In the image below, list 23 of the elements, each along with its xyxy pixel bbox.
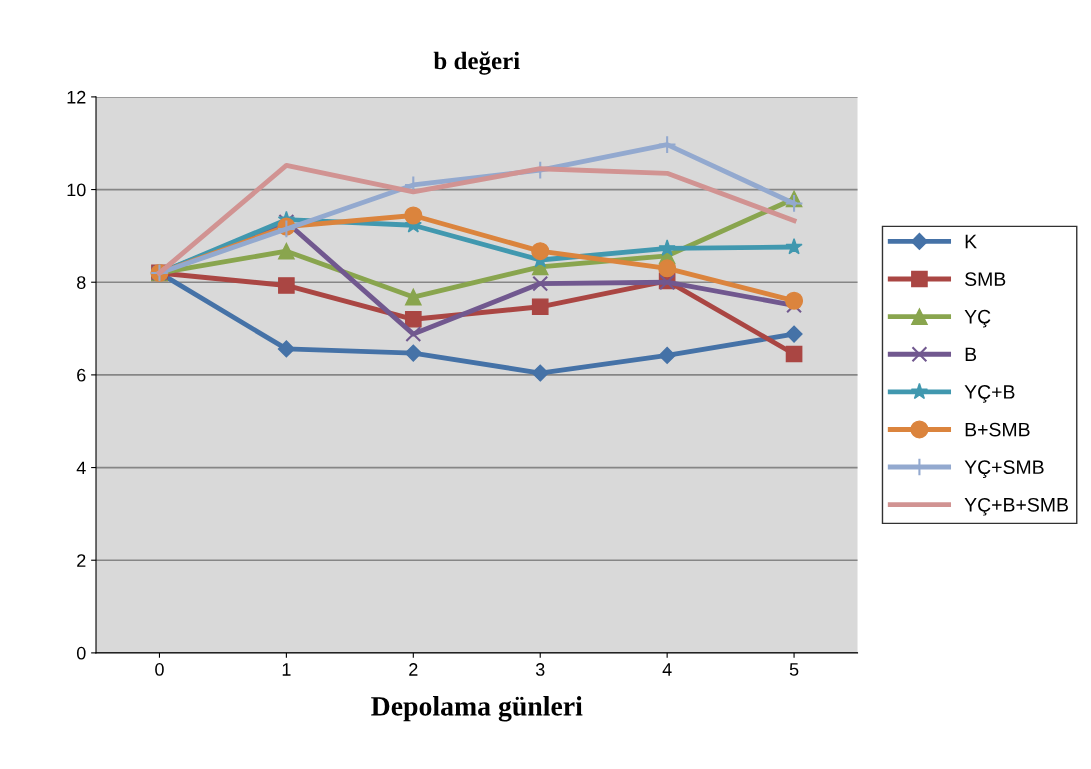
x-tick-label: 0 bbox=[155, 663, 164, 676]
y-tick-label: 2 bbox=[77, 554, 86, 567]
x-tick-label: 2 bbox=[409, 663, 418, 676]
legend-label: YÇ+SMB bbox=[964, 460, 1044, 478]
y-tick-label: 8 bbox=[77, 276, 86, 289]
chart-title: b değeri bbox=[433, 51, 520, 75]
x-axis-title: Depolama günleri bbox=[371, 696, 583, 722]
y-tick-label: 6 bbox=[77, 368, 86, 382]
y-tick-label: 10 bbox=[67, 183, 86, 197]
x-tick-label: 1 bbox=[282, 663, 291, 676]
x-tick-label: 5 bbox=[789, 663, 799, 676]
legend-label: YÇ bbox=[964, 309, 991, 328]
legend-label: B bbox=[965, 347, 977, 362]
x-tick-label: 4 bbox=[662, 663, 672, 676]
legend-label: SMB bbox=[965, 272, 1006, 287]
x-tick-label: 3 bbox=[535, 663, 545, 676]
legend-label: K bbox=[965, 234, 977, 249]
legend-label: YÇ+B+SMB bbox=[964, 497, 1068, 516]
legend-label: B+SMB bbox=[965, 422, 1030, 437]
y-tick-label: 4 bbox=[76, 461, 86, 475]
legend-label: YÇ+B bbox=[964, 385, 1015, 403]
y-tick-label: 0 bbox=[76, 646, 86, 660]
y-tick-label: 12 bbox=[67, 90, 86, 104]
